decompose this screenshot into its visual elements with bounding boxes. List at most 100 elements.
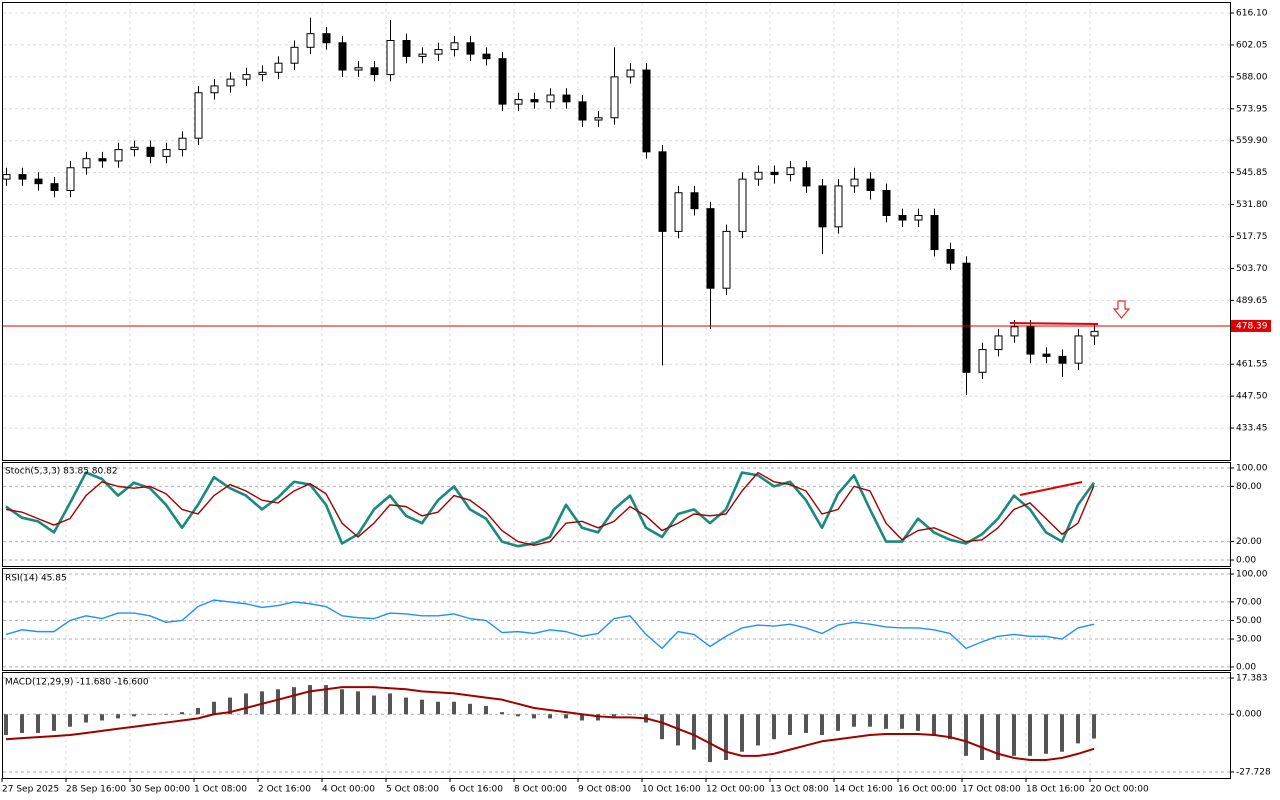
x-tick-label: 28 Sep 16:00 <box>66 785 126 795</box>
macd-bar <box>68 714 72 727</box>
candle-body <box>882 189 891 216</box>
macd-bar <box>788 714 792 736</box>
macd-bar <box>100 714 104 721</box>
y-tick-label: 70.00 <box>1236 597 1262 607</box>
candle-body <box>754 171 763 180</box>
candle-body <box>34 178 43 185</box>
y-tick-label: 100.00 <box>1236 463 1268 473</box>
y-tick-label: 545.85 <box>1236 168 1268 178</box>
macd-bar <box>660 714 664 740</box>
candle-body <box>146 146 155 157</box>
candle-body <box>594 117 603 121</box>
candle-body <box>1074 335 1083 364</box>
macd-bar <box>836 714 840 731</box>
main-panel <box>2 2 1231 461</box>
candle-body <box>1042 353 1051 357</box>
candle-body <box>226 78 235 87</box>
candle-body <box>978 349 987 373</box>
candle-body <box>706 208 715 289</box>
macd-bar <box>724 714 728 761</box>
candle-body <box>722 230 731 289</box>
macd-bar <box>980 714 984 761</box>
macd-bar <box>948 714 952 740</box>
candle-body <box>642 69 651 153</box>
x-tick-label: 18 Oct 16:00 <box>1026 785 1085 795</box>
y-tick-label: 80.00 <box>1236 482 1262 492</box>
candle-body <box>738 178 747 232</box>
macd-bar <box>420 699 424 715</box>
y-tick-label: 616.10 <box>1236 8 1268 18</box>
macd-bar <box>52 714 56 731</box>
candle-body <box>274 62 283 73</box>
candle-body <box>626 69 635 78</box>
resistance-line <box>1009 322 1099 325</box>
candle-body <box>962 262 971 373</box>
stoch-title: Stoch(5,3,3) 83.85 80.82 <box>5 467 118 477</box>
macd-bar <box>996 714 1000 761</box>
y-tick-label: 433.45 <box>1236 424 1268 434</box>
macd-bar <box>4 714 8 736</box>
last-price-box <box>1231 319 1271 332</box>
y-tick-label: 17.383 <box>1236 674 1268 684</box>
candle-body <box>866 178 875 191</box>
candle-body <box>482 53 491 60</box>
macd-bar <box>180 712 184 715</box>
macd-bar <box>132 714 136 717</box>
macd-bar <box>84 714 88 723</box>
x-tick-label: 30 Sep 00:00 <box>130 785 190 795</box>
candle-body <box>1010 326 1019 337</box>
macd-bar <box>452 701 456 715</box>
macd-bar <box>164 714 168 715</box>
y-tick-label: 447.50 <box>1236 392 1268 402</box>
macd-bar <box>804 714 808 733</box>
macd-panel <box>2 672 1231 779</box>
last-price-label: 478.39 <box>1236 321 1268 331</box>
macd-bar <box>324 685 328 715</box>
x-tick-label: 4 Oct 00:00 <box>322 785 375 795</box>
candle-body <box>466 42 475 55</box>
candle-body <box>1090 330 1099 337</box>
macd-bar <box>36 714 40 733</box>
y-tick-label: 30.00 <box>1236 635 1262 645</box>
macd-bar <box>212 701 216 715</box>
candle-body <box>306 33 315 48</box>
macd-bar <box>548 714 552 719</box>
indicator-line <box>5 686 1095 762</box>
rsi-panel <box>2 568 1231 671</box>
candle-body <box>658 151 667 232</box>
x-tick-label: 5 Oct 08:00 <box>386 785 439 795</box>
y-tick-label: 517.75 <box>1236 232 1268 242</box>
candle-body <box>674 192 683 232</box>
candle-body <box>898 214 907 221</box>
candle-body <box>914 214 923 221</box>
candle-body <box>562 94 571 103</box>
macd-bar <box>1076 714 1080 744</box>
y-tick-label: 50.00 <box>1236 616 1262 626</box>
y-tick-label: 602.05 <box>1236 40 1268 50</box>
x-tick-label: 8 Oct 00:00 <box>514 785 567 795</box>
rsi-title: RSI(14) 45.85 <box>5 574 67 584</box>
x-tick-label: 1 Oct 08:00 <box>194 785 247 795</box>
indicator-line <box>5 471 1096 548</box>
candle-body <box>162 149 171 157</box>
y-tick-label: 20.00 <box>1236 537 1262 547</box>
stoch-panel <box>2 462 1231 567</box>
macd-bar <box>580 714 584 721</box>
candle-body <box>850 178 859 187</box>
candle-body <box>1058 355 1067 364</box>
macd-bar <box>916 714 920 731</box>
macd-bar <box>692 714 696 750</box>
macd-bar <box>260 691 264 715</box>
x-tick-label: 16 Oct 00:00 <box>898 785 957 795</box>
x-tick-label: 13 Oct 08:00 <box>770 785 829 795</box>
candle-body <box>290 46 299 64</box>
indicator-line <box>5 471 1095 546</box>
x-tick-label: 17 Oct 08:00 <box>962 785 1021 795</box>
macd-bar <box>196 707 200 715</box>
y-tick-label: 489.65 <box>1236 296 1268 306</box>
candle-body <box>418 53 427 57</box>
macd-bar <box>708 714 712 763</box>
macd-bar <box>932 714 936 736</box>
candle-body <box>370 67 379 76</box>
